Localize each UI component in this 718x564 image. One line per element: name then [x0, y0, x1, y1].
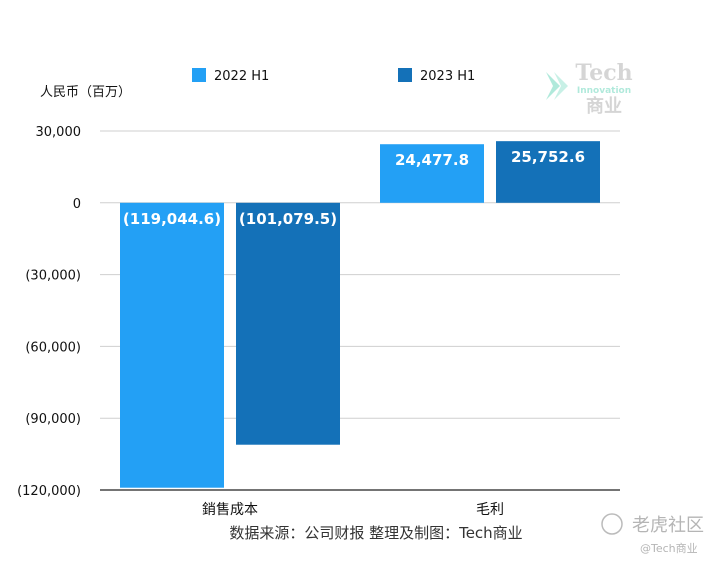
label-layer: (119,044.6) (101,079.5) 銷售成本 24,477.8 25,752… — [123, 148, 585, 518]
y-tick-label: (60,000) — [25, 340, 81, 355]
logo-sub: Innovation — [577, 86, 631, 96]
y-tick-label: (30,000) — [25, 269, 81, 284]
data-label: 24,477.8 — [395, 151, 469, 169]
logo-cn: 商业 — [586, 95, 622, 117]
data-label: (119,044.6) — [123, 210, 221, 228]
logo-title: Tech — [575, 60, 632, 86]
legend-label-1: 2023 H1 — [420, 69, 475, 84]
watermark-icon — [601, 513, 623, 535]
legend-swatch-0 — [192, 68, 206, 82]
bar — [496, 141, 600, 203]
x-tick-label: 銷售成本 — [202, 502, 258, 518]
bar — [120, 202, 224, 488]
legend-swatch-1 — [398, 68, 412, 82]
y-axis-label: 人民币（百万） — [40, 85, 131, 100]
legend-label-0: 2022 H1 — [214, 69, 269, 84]
legend: 2022 H1 2023 H1 — [192, 68, 475, 84]
watermark-sub: @Tech商业 — [640, 541, 698, 555]
bar — [380, 144, 484, 203]
tech-logo: Tech Innovation 商业 — [546, 60, 633, 117]
logo-arrow-icon — [546, 72, 560, 100]
data-label: (101,079.5) — [239, 210, 337, 228]
y-tick-label: 0 — [73, 197, 81, 212]
watermark-main: 老虎社区 — [632, 515, 704, 536]
y-tick-label: (90,000) — [25, 412, 81, 427]
bar-layer — [120, 141, 600, 488]
x-tick-label: 毛利 — [476, 502, 504, 518]
y-tick-label: 30,000 — [36, 125, 82, 140]
source-note: 数据来源：公司财报 整理及制图：Tech商业 — [229, 524, 522, 542]
bar — [236, 202, 340, 445]
y-tick-label: (120,000) — [17, 484, 81, 499]
data-label: 25,752.6 — [511, 148, 585, 166]
watermark: 老虎社区 @Tech商业 — [601, 513, 704, 555]
logo-arrow-icon-2 — [554, 72, 568, 100]
